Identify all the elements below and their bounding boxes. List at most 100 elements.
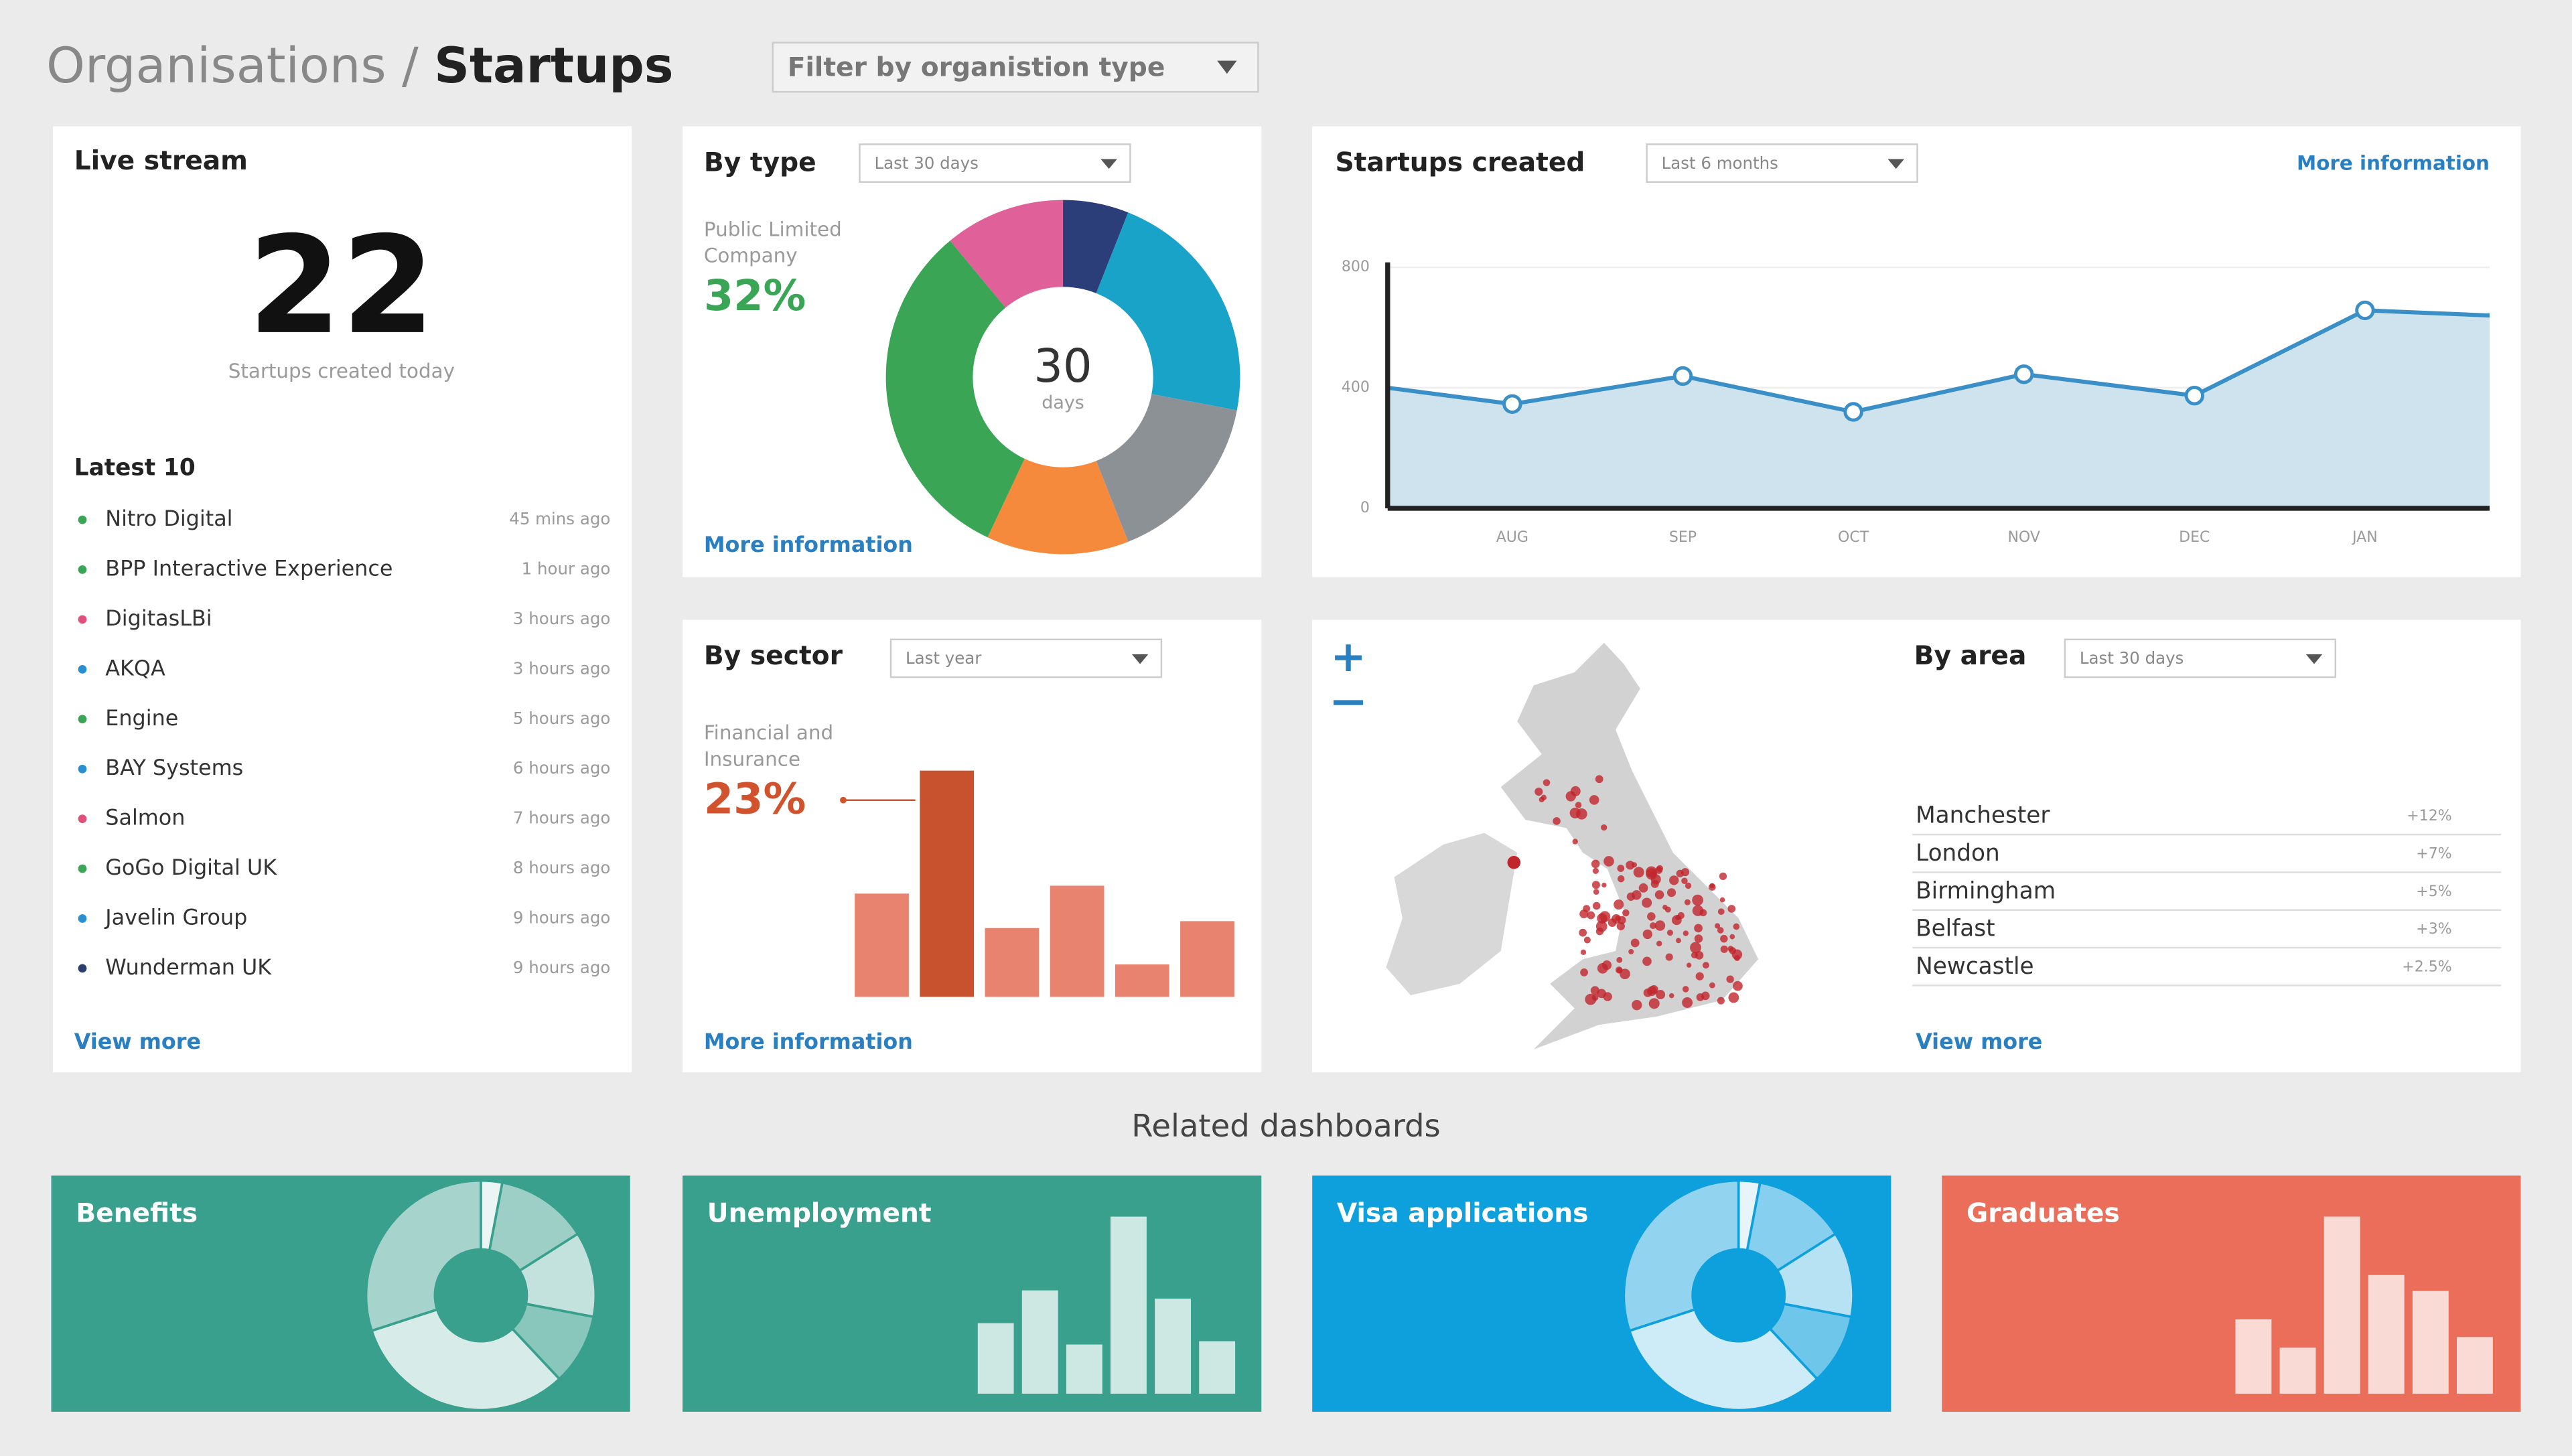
map-dot (1727, 905, 1736, 913)
dropdown[interactable] (2064, 638, 2337, 678)
filter-label: Filter by organistion type (788, 52, 1165, 82)
map-dot (1632, 999, 1642, 1011)
map-dot (1654, 890, 1664, 899)
tile-donut-segment (518, 1232, 597, 1319)
map-dot (1593, 889, 1599, 895)
dropdown-label: Last 30 days (875, 153, 979, 173)
dropdown[interactable] (889, 638, 1163, 678)
zoom-in[interactable]: + (1330, 632, 1366, 682)
map-dot (1628, 948, 1634, 954)
map-dot (1579, 928, 1587, 937)
view-more-link[interactable]: View more (74, 1029, 201, 1054)
region-name: Birmingham (1916, 877, 2056, 904)
map-dot (1591, 994, 1599, 1001)
y-tick-label: 400 (1342, 379, 1370, 396)
map-dot (1691, 952, 1698, 959)
map-dot (1583, 936, 1591, 944)
point (2355, 300, 2375, 321)
dropdown-label: Last year (906, 648, 982, 668)
filter-dropdown[interactable] (772, 42, 1259, 93)
segment-percent: 23% (704, 775, 806, 824)
map-dot (1597, 962, 1608, 974)
map-dot (1676, 938, 1681, 944)
status-dot (78, 615, 87, 624)
item-name: GoGo Digital UK (105, 855, 277, 880)
more-info-link[interactable]: More information (704, 532, 913, 557)
map-dot (1603, 992, 1612, 1001)
item-name: AKQA (105, 655, 165, 680)
status-dot (78, 764, 87, 774)
map-dot (1575, 802, 1582, 808)
map-dot (1572, 839, 1578, 845)
tile-bar (1155, 1298, 1192, 1394)
item-name: BAY Systems (105, 755, 243, 780)
tile-donut-segment (1622, 1179, 1740, 1333)
item-time: 3 hours ago (513, 609, 610, 628)
map-dot (1591, 881, 1600, 889)
map-dot (1733, 980, 1743, 991)
point (1672, 366, 1693, 386)
map-dot (1656, 990, 1666, 1000)
item-name: BPP Interactive Experience (105, 556, 392, 581)
tile-bar (2279, 1348, 2316, 1394)
map-dot (1666, 930, 1673, 936)
map-dot (1695, 972, 1704, 980)
count-caption: Startups created today (228, 360, 455, 382)
zoom-out[interactable] (1333, 700, 1364, 705)
item-name: Engine (105, 705, 178, 731)
item-time: 8 hours ago (513, 858, 610, 877)
donut-segment (1096, 394, 1237, 542)
status-dot (78, 664, 87, 674)
donut-segment (1096, 212, 1240, 411)
point (2014, 364, 2034, 384)
map-dot (1580, 949, 1587, 955)
map-dot (1654, 920, 1666, 931)
tile-bar (2324, 1216, 2360, 1394)
segment-label: Financial and Insurance (704, 721, 833, 770)
map-dot (1616, 966, 1623, 974)
map-dot (1694, 924, 1703, 933)
map-dot (1717, 997, 1725, 1005)
dropdown-arrow (1887, 159, 1904, 169)
map-dot (1630, 938, 1640, 948)
tile-bar (2412, 1291, 2449, 1394)
item-time: 1 hour ago (522, 559, 611, 579)
segment-label: Public Limited Company (704, 218, 842, 267)
dropdown[interactable] (1646, 143, 1918, 183)
item-name: DigitasLBi (105, 605, 212, 631)
map-dot (1702, 962, 1709, 969)
region-name: Newcastle (1916, 953, 2033, 980)
map-dot (1668, 993, 1674, 999)
tile-bar (2457, 1337, 2493, 1394)
section-title: Related dashboards (1131, 1108, 1441, 1144)
dropdown-arrow (1131, 654, 1149, 664)
map-dot (1534, 787, 1543, 796)
x-tick-label: NOV (2007, 529, 2040, 546)
area (1387, 310, 2490, 508)
region-name: Manchester (1916, 802, 2050, 829)
region-change: +2.5% (2402, 958, 2451, 975)
bar (985, 928, 1040, 997)
map-dot (1676, 869, 1684, 877)
map-dot (1601, 882, 1607, 888)
map-dot (1615, 916, 1620, 922)
big-count: 22 (248, 208, 435, 364)
map-dot (1642, 956, 1652, 966)
donut-segment (987, 458, 1129, 555)
view-more-link[interactable]: View more (1916, 1029, 2042, 1054)
tile-bar (1199, 1341, 1236, 1394)
more-info-link[interactable]: More information (704, 1029, 913, 1054)
dropdown-label: Last 6 months (1662, 153, 1778, 173)
map-dot (1579, 909, 1589, 919)
map-dot (1617, 875, 1625, 883)
map-dot (1719, 897, 1725, 903)
breadcrumb-section[interactable]: Organisations (46, 38, 386, 94)
bar (1180, 921, 1234, 997)
map-dot (1622, 909, 1630, 917)
card (52, 126, 632, 1073)
map-dot (1719, 872, 1727, 881)
dropdown[interactable] (859, 143, 1131, 183)
status-dot (78, 964, 87, 973)
card-title: By sector (704, 641, 843, 671)
more-info-link[interactable]: More information (2297, 151, 2490, 174)
